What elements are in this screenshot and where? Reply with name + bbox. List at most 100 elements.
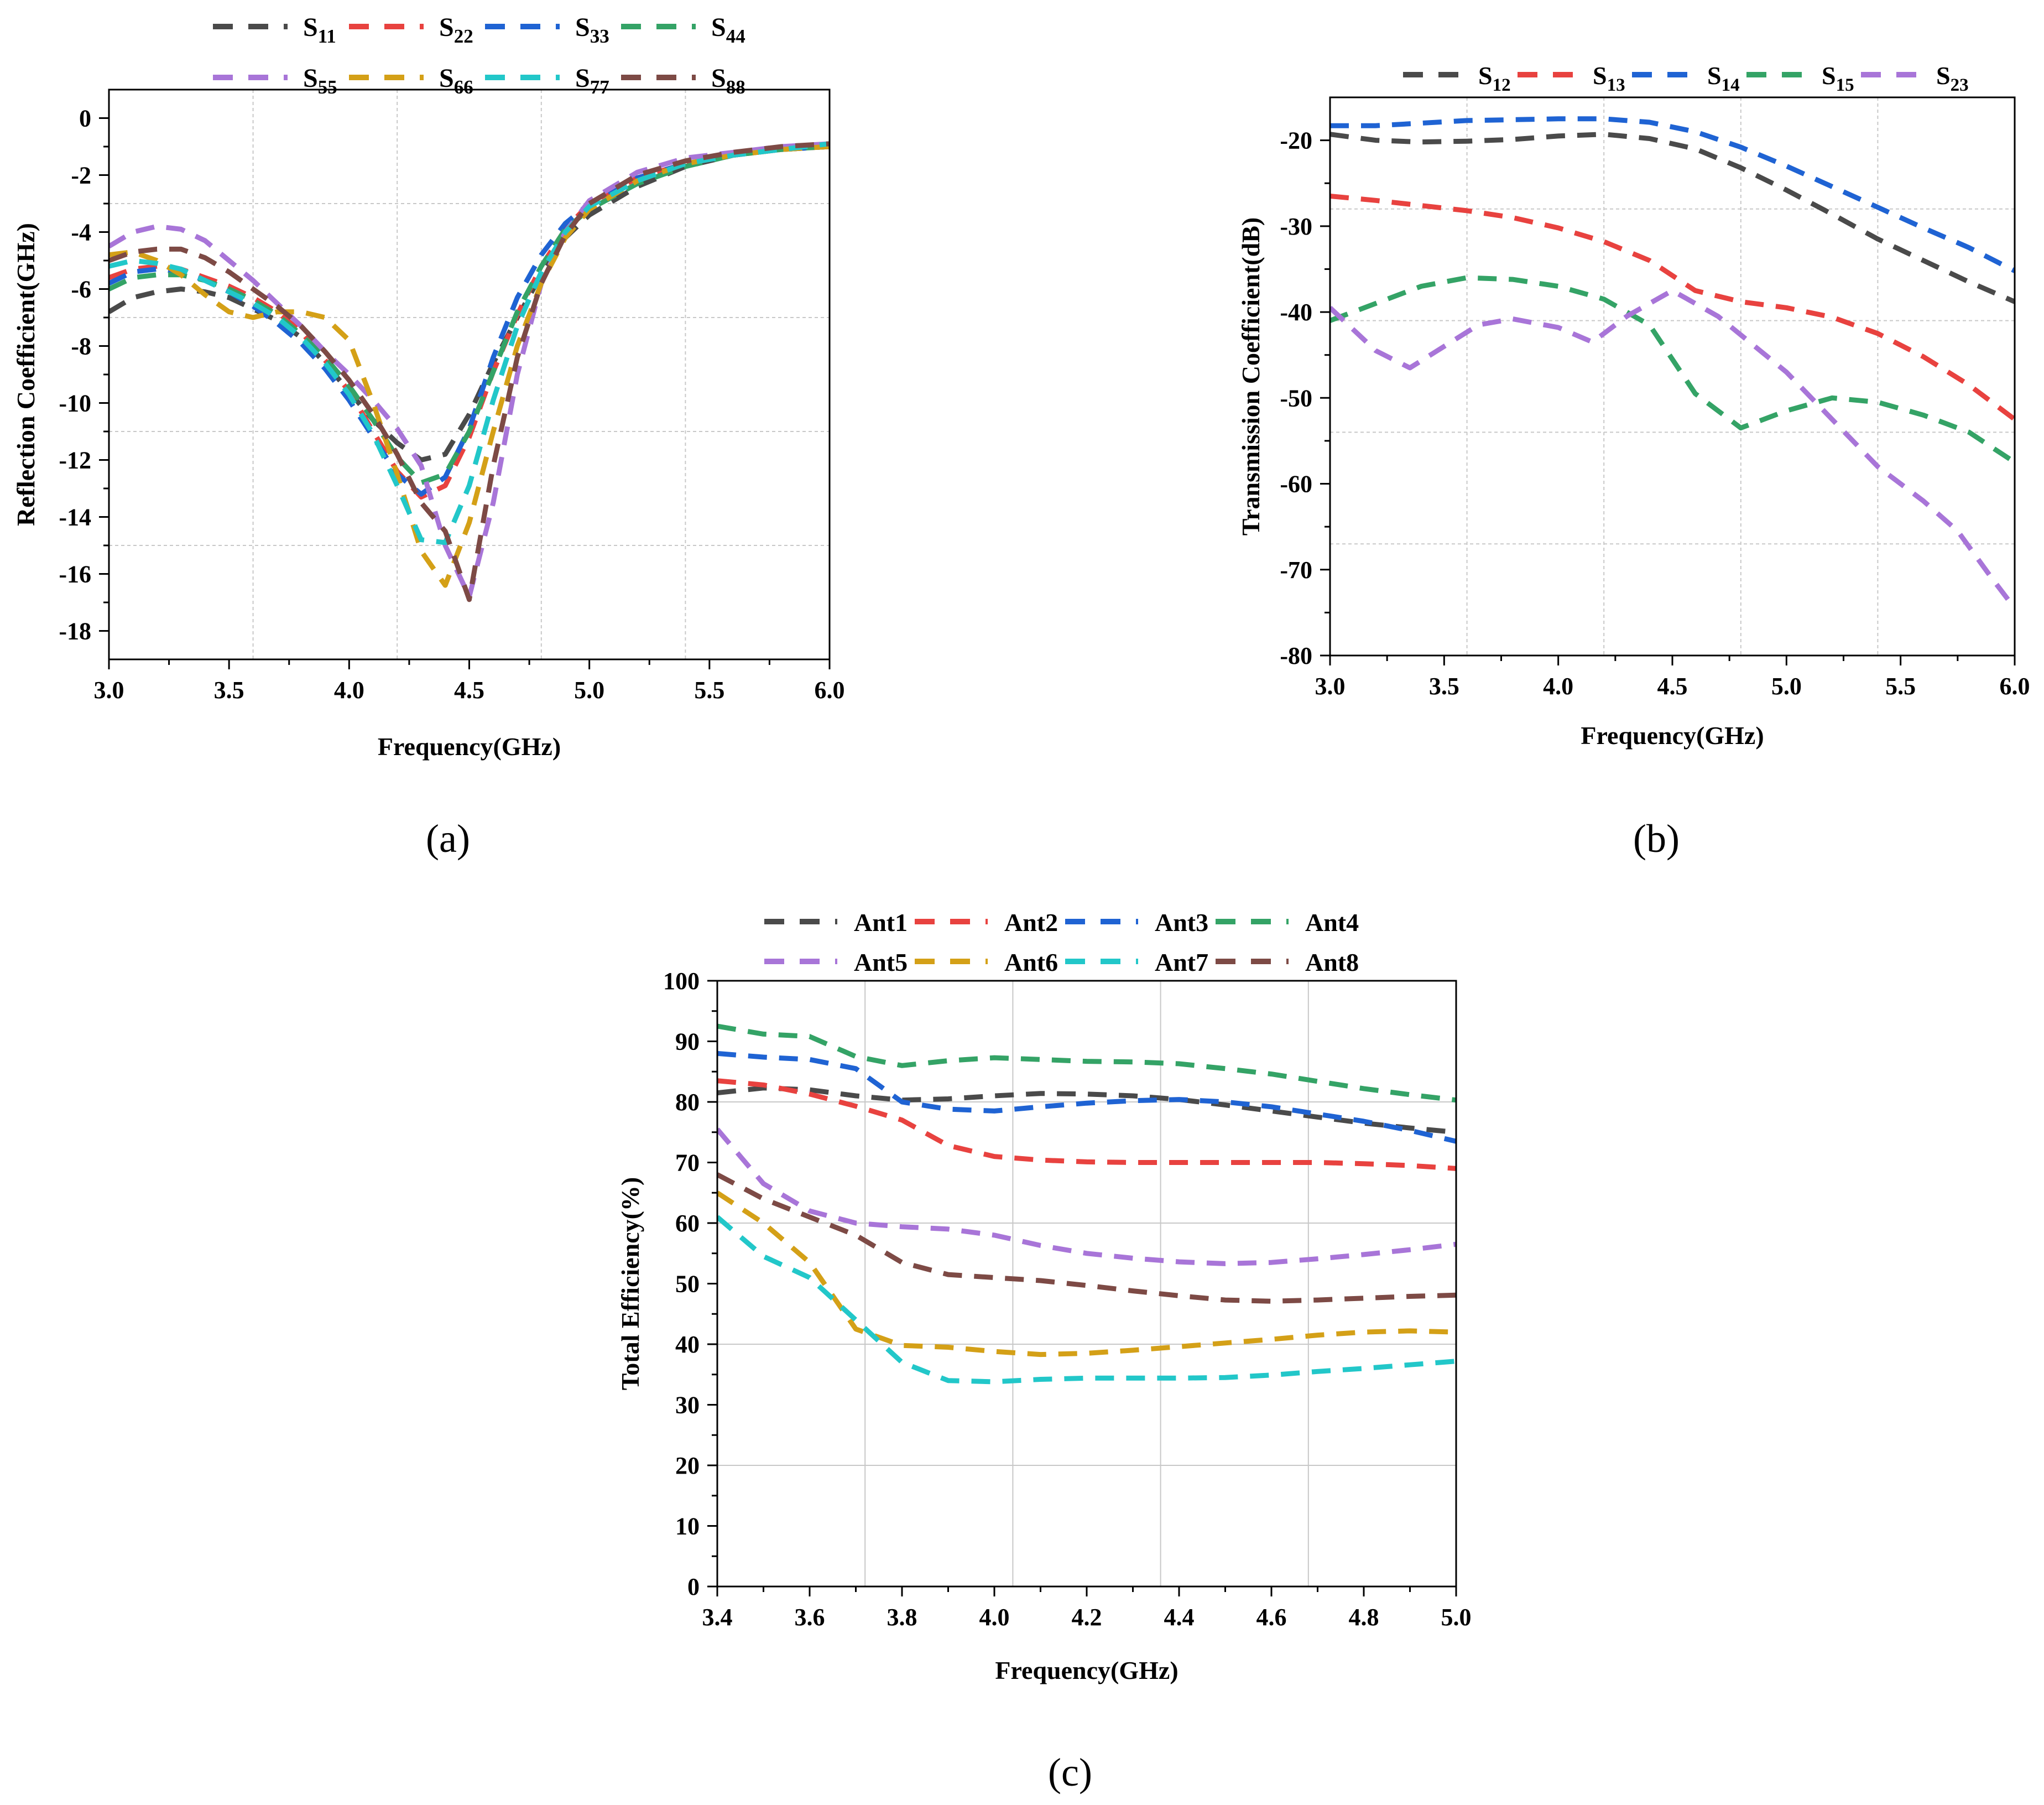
- legend-label: S23: [1936, 61, 1969, 95]
- legend-label: S11: [303, 13, 336, 47]
- chart-panel-3: 3.4 3.6 3.8 4.0 4.2 4.4 4.6 4.8 5.0 0 10 20 30 40 50 60…: [616, 908, 1472, 1794]
- series-line-s77: [109, 141, 830, 545]
- series-layer: [109, 141, 830, 602]
- legend-label: S77: [575, 64, 609, 98]
- x-tick-label: 3.8: [887, 1604, 917, 1631]
- legend-label: Ant3: [1155, 908, 1208, 937]
- y-tick-label: -4: [71, 219, 91, 246]
- y-tick-label: 100: [663, 967, 700, 995]
- series-line-ant8: [717, 1172, 1456, 1304]
- x-tick-label: 4.6: [1256, 1604, 1287, 1631]
- y-tick-label: 30: [675, 1392, 700, 1419]
- x-tick-label: 4.5: [454, 677, 484, 704]
- series-line-s12: [1330, 132, 2015, 304]
- legend-label: Ant1: [854, 908, 908, 937]
- x-tick-label: 6.0: [2000, 673, 2030, 700]
- x-tick-label: 4.0: [979, 1604, 1010, 1631]
- series-line-s88: [109, 141, 830, 602]
- legend-label: S14: [1707, 61, 1740, 95]
- legend-label: S44: [711, 13, 745, 47]
- x-tick-label: 5.5: [1885, 673, 1916, 700]
- y-tick-label: -18: [59, 618, 91, 645]
- y-tick-label: 40: [675, 1331, 700, 1358]
- legend-label: S55: [303, 64, 337, 98]
- legend-item: Ant1: [764, 908, 908, 937]
- y-tick-label: 90: [675, 1028, 700, 1055]
- y-tick-label: 0: [79, 105, 91, 132]
- y-tick-label: -12: [59, 447, 91, 474]
- x-tick-label: 4.4: [1164, 1604, 1195, 1631]
- legend-label-name: Ant6: [1004, 948, 1058, 976]
- legend-label-name: S: [1936, 61, 1951, 90]
- legend-label-subscript: 44: [726, 25, 745, 47]
- legend-label-name: Ant8: [1305, 948, 1359, 976]
- legend-label-subscript: 66: [454, 76, 473, 98]
- legend-item: Ant2: [915, 908, 1058, 937]
- x-tick-label: 4.5: [1657, 673, 1688, 700]
- legend-label: Ant5: [854, 948, 908, 976]
- legend-label-name: S: [303, 64, 318, 93]
- legend-item: Ant4: [1216, 908, 1359, 937]
- legend-item: S15: [1746, 61, 1854, 95]
- legend-label-name: S: [1707, 61, 1722, 90]
- legend-label-name: Ant7: [1155, 948, 1208, 976]
- series-line-s66: [109, 144, 830, 588]
- legend-item: S88: [621, 64, 745, 98]
- series-line-s44: [109, 144, 830, 486]
- y-tick-label: -6: [71, 276, 91, 303]
- legend-item: S44: [621, 13, 745, 47]
- y-tick-label: -60: [1280, 471, 1312, 498]
- y-tick-label: -20: [1280, 127, 1312, 154]
- y-tick-label: -50: [1280, 384, 1312, 412]
- legend-label-name: Ant5: [854, 948, 908, 976]
- legend-item: S22: [349, 13, 473, 47]
- series-line-ant5: [717, 1127, 1456, 1266]
- y-tick-label: 70: [675, 1149, 700, 1177]
- y-tick-label: 0: [687, 1573, 700, 1600]
- x-tick-label: 5.5: [694, 677, 724, 704]
- x-axis-label: Frequency(GHz): [1581, 721, 1764, 750]
- legend-label: Ant6: [1004, 948, 1058, 976]
- legend-label: S22: [439, 13, 473, 47]
- y-axis-label: Reflection Coefficient(GHz): [12, 223, 40, 526]
- panel-label: (a): [426, 816, 470, 861]
- y-tick-label: -10: [59, 390, 91, 417]
- legend-label-name: Ant2: [1004, 908, 1058, 937]
- legend-label: S12: [1478, 61, 1511, 95]
- legend-label-name: S: [303, 13, 318, 42]
- legend-label-name: S: [575, 64, 590, 93]
- legend-item: Ant8: [1216, 948, 1359, 976]
- legend-label: Ant7: [1155, 948, 1208, 976]
- y-tick-label: 60: [675, 1210, 700, 1237]
- legend-label: S66: [439, 64, 473, 98]
- y-tick-label: 20: [675, 1452, 700, 1479]
- x-tick-label: 4.0: [334, 677, 364, 704]
- legend-label-name: S: [711, 13, 726, 42]
- legend-label-name: Ant3: [1155, 908, 1208, 937]
- x-tick-label: 3.5: [1429, 673, 1459, 700]
- legend-label-name: Ant4: [1305, 908, 1359, 937]
- y-tick-label: -30: [1280, 213, 1312, 240]
- series-line-ant6: [717, 1190, 1456, 1357]
- series-line-s15: [1330, 275, 2015, 465]
- legend-item: Ant7: [1065, 948, 1208, 976]
- y-axis-label: Transmission Coefficient(dB): [1237, 217, 1265, 535]
- legend-label-subscript: 15: [1836, 75, 1854, 95]
- y-tick-label: 50: [675, 1271, 700, 1298]
- legend-label-subscript: 88: [726, 76, 745, 98]
- legend-label-subscript: 23: [1951, 75, 1969, 95]
- x-tick-label: 3.0: [1315, 673, 1346, 700]
- x-tick-label: 5.0: [1771, 673, 1802, 700]
- legend: Ant1 Ant2 Ant3 Ant4 Ant5 Ant6 Ant7 Ant8: [764, 908, 1359, 976]
- legend-label: S88: [711, 64, 745, 98]
- legend-item: S13: [1518, 61, 1625, 95]
- y-tick-label: -14: [59, 504, 91, 531]
- x-tick-label: 4.0: [1543, 673, 1573, 700]
- legend-label: Ant4: [1305, 908, 1359, 937]
- legend-item: S33: [485, 13, 609, 47]
- legend-label: S13: [1593, 61, 1625, 95]
- y-tick-label: -16: [59, 561, 91, 588]
- chart-panel-2: 3.0 3.5 4.0 4.5 5.0 5.5 6.0 -20 -30 -40 -50 -60 -70 -…: [1237, 61, 2030, 861]
